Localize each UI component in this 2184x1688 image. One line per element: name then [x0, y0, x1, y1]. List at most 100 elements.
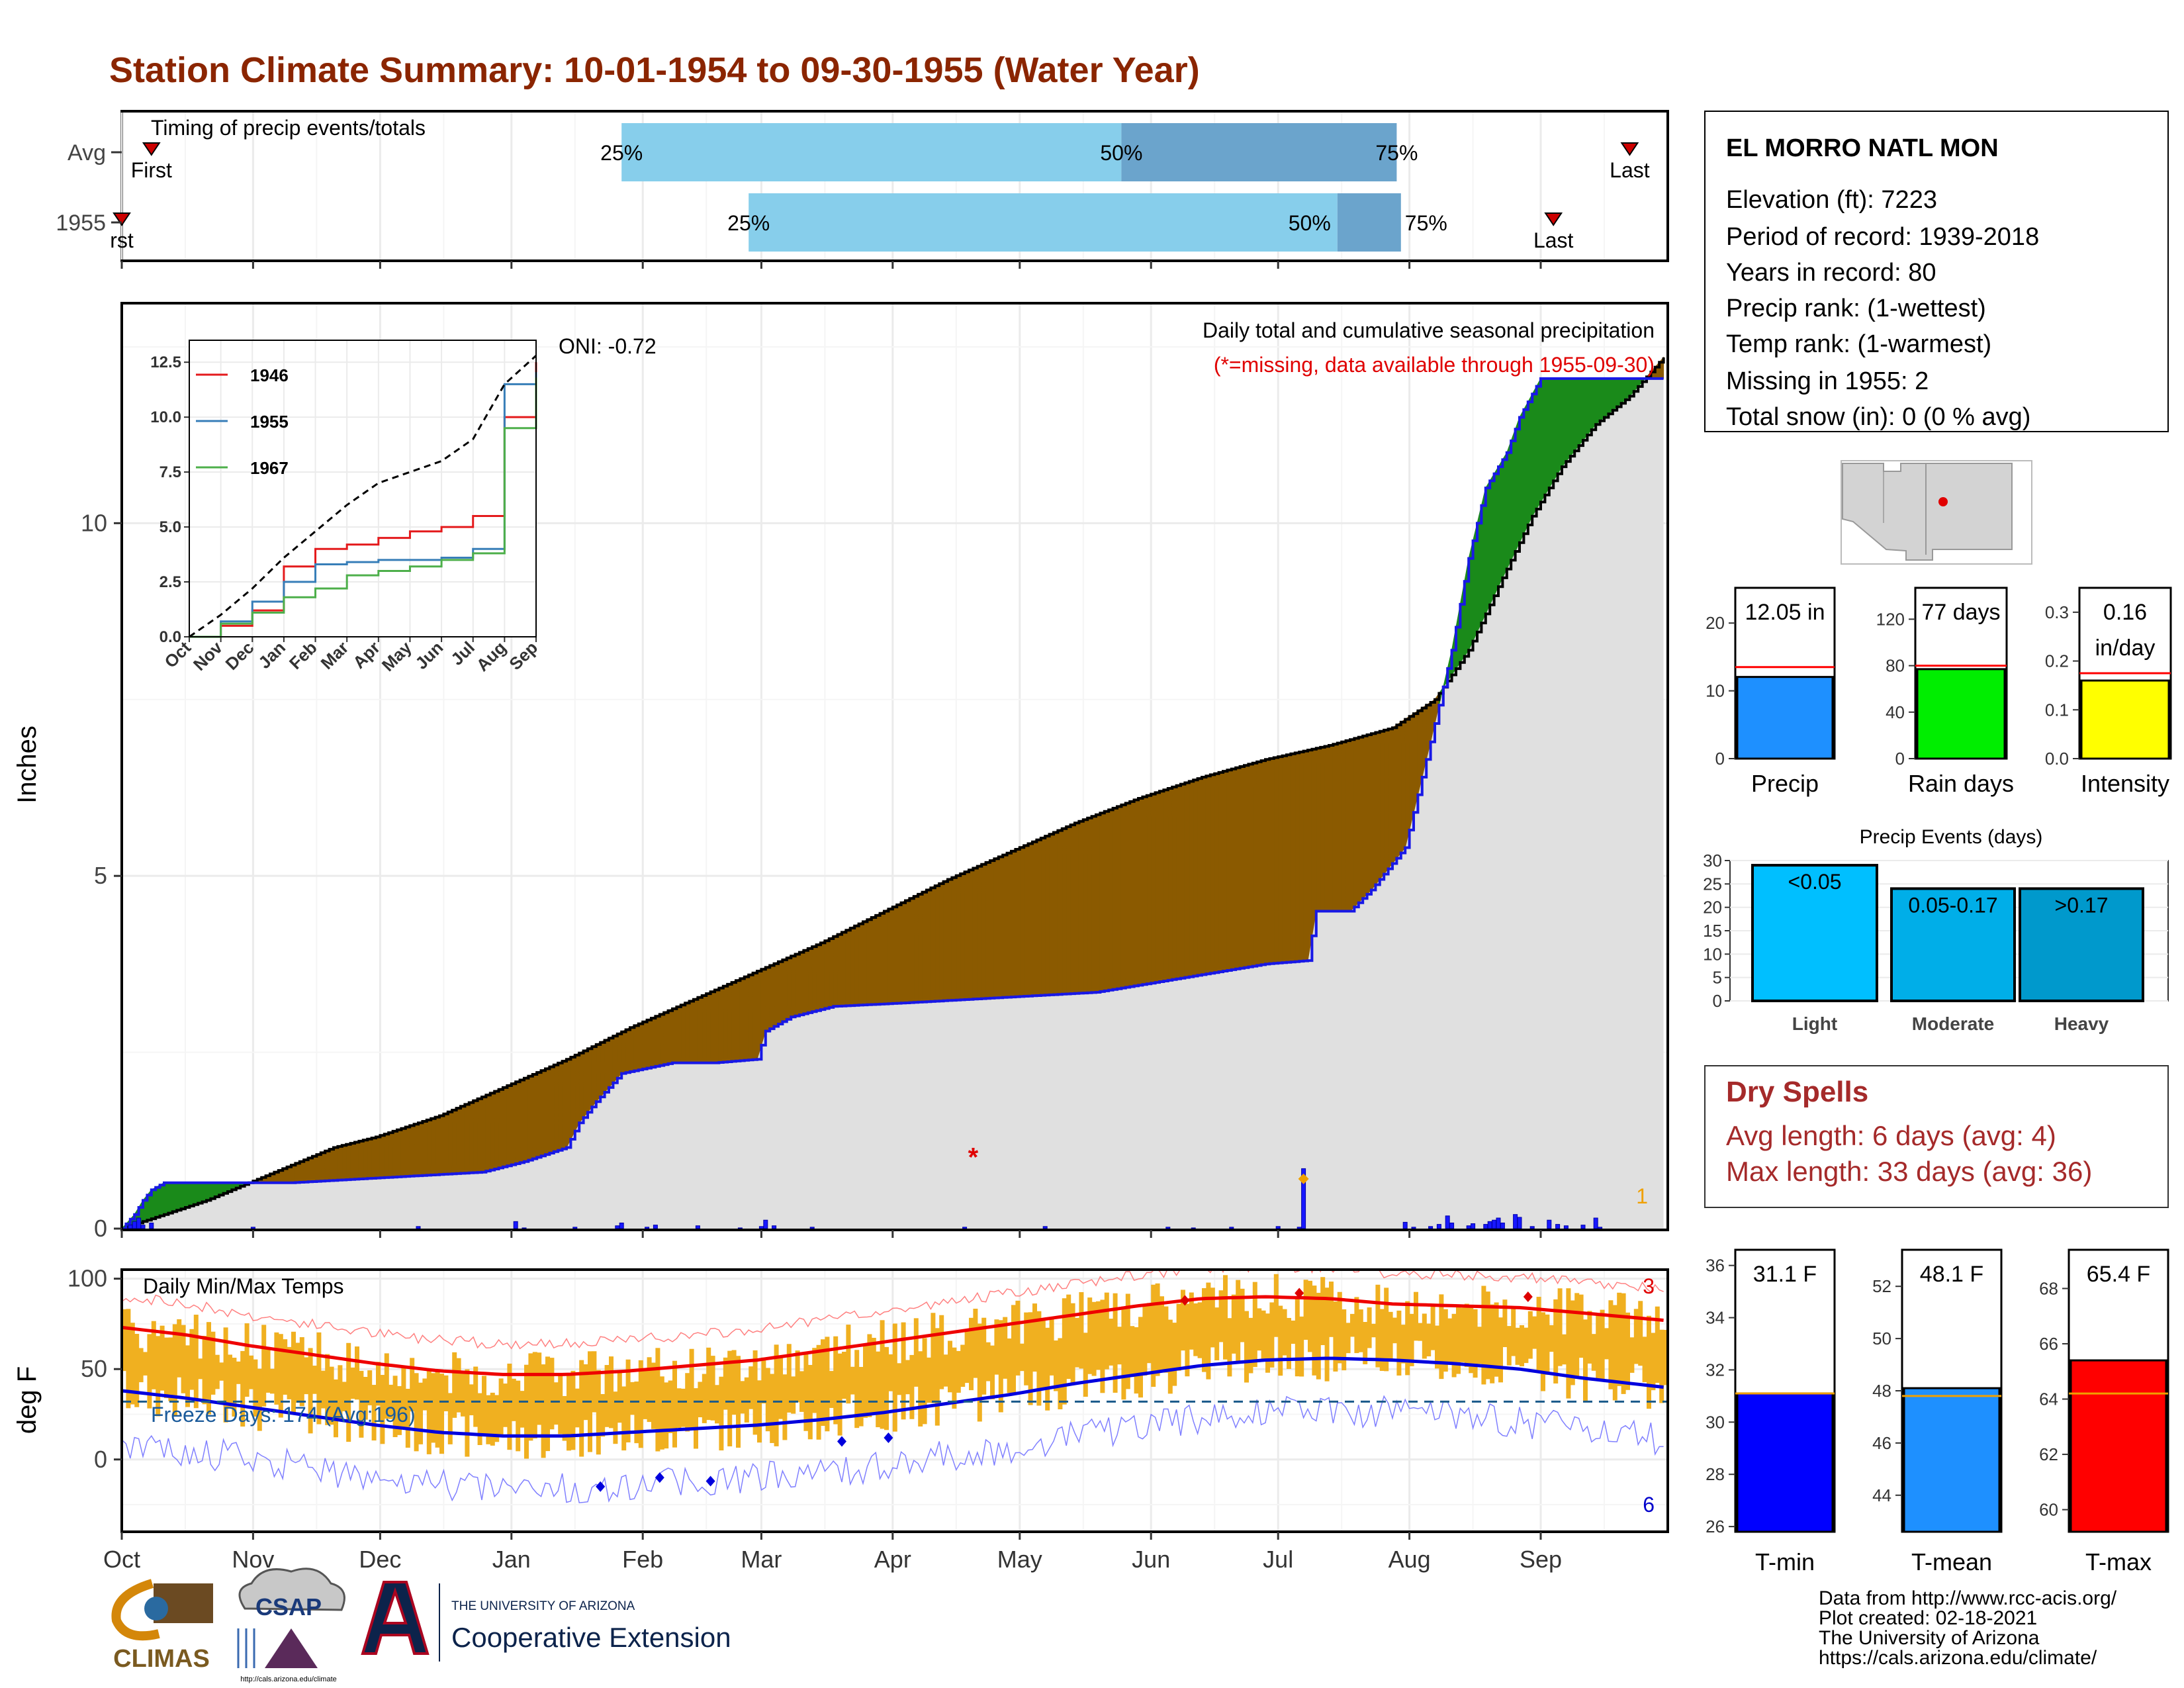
- season-totals-charts: 0 10 20 12.05 in Precip 0 40 80 120 77 days Rain d…: [1706, 586, 2172, 797]
- month-tick-label: Nov: [232, 1546, 274, 1573]
- daily-temp-range-bar: [706, 1347, 711, 1421]
- daily-temp-range-bar: [943, 1354, 948, 1387]
- timing-last-label: Last: [1610, 158, 1650, 182]
- daily-temp-range-bar: [164, 1337, 169, 1399]
- mini-chart-y-tick-label: 0: [1895, 749, 1905, 769]
- month-tick-label: Feb: [622, 1546, 663, 1573]
- daily-temp-range-bar: [956, 1350, 961, 1393]
- daily-temp-range-bar: [1439, 1294, 1444, 1380]
- daily-precip-bar: [513, 1221, 518, 1229]
- temp-y-axis: 0 50 100: [68, 1265, 122, 1473]
- daily-temp-range-bar: [537, 1352, 542, 1425]
- record-low-marker: [884, 1432, 893, 1443]
- daily-temp-range-bar: [757, 1380, 762, 1443]
- daily-temp-range-bar: [198, 1358, 203, 1380]
- daily-temp-range-bar: [858, 1366, 864, 1427]
- daily-temp-range-bar: [1430, 1305, 1435, 1350]
- daily-temp-range-bar: [1320, 1277, 1326, 1346]
- daily-temp-range-bar: [126, 1309, 131, 1409]
- mini-chart-y-tick-label: 34: [1706, 1308, 1725, 1328]
- mini-chart-y-tick-label: 30: [1706, 1412, 1725, 1432]
- mini-chart-bar: [1736, 1392, 1834, 1533]
- daily-temp-range-bar: [567, 1376, 571, 1451]
- daily-precip-bar: [1517, 1217, 1522, 1229]
- month-tick-label: Jun: [1132, 1546, 1170, 1573]
- daily-precip-bar: [1555, 1224, 1561, 1229]
- timing-bar-q1: [749, 193, 1338, 252]
- timing-last-marker: [1620, 142, 1639, 156]
- csap-url: http://cals.arizona.edu/climate: [240, 1675, 337, 1683]
- daily-precip-bar: [140, 1225, 146, 1229]
- daily-temp-range-bar: [884, 1346, 889, 1430]
- daily-temp-range-bar: [574, 1388, 580, 1428]
- daily-temp-range-bar: [1265, 1313, 1270, 1373]
- mini-chart-y-tick-label: 0.0: [2045, 749, 2069, 769]
- daily-temp-range-bar: [846, 1325, 851, 1404]
- inset-y-tick-label: 12.5: [150, 353, 181, 371]
- daily-temp-range-bar: [1248, 1317, 1253, 1374]
- daily-temp-range-bar: [1418, 1323, 1423, 1341]
- mini-chart-y-tick-label: 80: [1886, 656, 1905, 676]
- daily-temp-range-bar: [634, 1382, 639, 1444]
- inset-frame: [189, 340, 537, 637]
- daily-temp-range-bar: [1524, 1327, 1529, 1364]
- daily-precip-bar: [1492, 1219, 1497, 1229]
- daily-temp-range-bar: [1087, 1297, 1093, 1374]
- temp-y-tick-label: 0: [94, 1446, 107, 1473]
- daily-temp-range-bar: [1485, 1291, 1490, 1380]
- avg-min-temp-line: [122, 1356, 1664, 1438]
- daily-temp-range-bar: [147, 1334, 152, 1409]
- daily-temp-range-bar: [1621, 1293, 1626, 1394]
- daily-temp-range-bar: [778, 1355, 783, 1419]
- locator-map: [1841, 460, 2032, 565]
- year-cumulative-line: [122, 377, 1664, 1230]
- daily-temp-range-bar: [244, 1323, 250, 1397]
- mini-chart-y-tick-label: 48: [1872, 1381, 1891, 1401]
- daily-temp-range-bar: [1354, 1297, 1359, 1354]
- mini-chart-y-tick-label: 66: [2039, 1334, 2058, 1354]
- daily-temp-range-bar: [130, 1323, 135, 1405]
- daily-precip-bar: [1466, 1225, 1471, 1229]
- daily-temp-range-bar: [761, 1357, 766, 1404]
- daily-temp-range-bar: [151, 1321, 156, 1389]
- mini-chart-y-tick-label: 36: [1706, 1256, 1725, 1276]
- daily-precip-bar: [1563, 1225, 1569, 1229]
- climas-globe: [144, 1597, 168, 1620]
- daily-temp-range-bar: [206, 1322, 211, 1415]
- mini-chart-value-label: 77 days: [1921, 600, 2000, 625]
- daily-temp-range-bar: [1477, 1327, 1482, 1364]
- daily-temp-range-bar: [829, 1371, 834, 1408]
- dry-spells-max: Max length: 33 days (avg: 36): [1726, 1156, 2092, 1187]
- daily-temp-range-bar: [1287, 1317, 1291, 1370]
- daily-temp-range-bar: [803, 1352, 809, 1431]
- daily-temp-range-bar: [1469, 1307, 1474, 1374]
- daily-temp-range-bar: [1655, 1306, 1660, 1383]
- inset-series-line: [189, 377, 537, 638]
- daily-temp-range-bar: [503, 1383, 508, 1427]
- daily-precip-bar: [695, 1225, 700, 1229]
- timing-p75-label: 75%: [1405, 211, 1447, 235]
- daily-temp-range-bar: [426, 1370, 432, 1454]
- events-y-tick-label: 5: [1713, 968, 1722, 988]
- avg-cumulative-line: [122, 357, 1665, 1230]
- csap-logo: CSAP http://cals.arizona.edu/climate: [237, 1568, 345, 1683]
- daily-precip-bar: [645, 1227, 650, 1229]
- daily-temp-range-bar: [1130, 1326, 1135, 1378]
- daily-temp-range-bar: [189, 1329, 195, 1390]
- mini-chart-bar: [1903, 1387, 2001, 1533]
- daily-temp-range-bar: [265, 1348, 271, 1393]
- university-of-arizona-logo: THE UNIVERSITY OF ARIZONA Cooperative Ex…: [361, 1581, 731, 1662]
- daily-temp-range-bar: [456, 1358, 461, 1413]
- station-period: Period of record: 1939-2018: [1726, 223, 2039, 251]
- daily-precip-bar: [522, 1227, 527, 1229]
- climas-swirl: [111, 1579, 160, 1641]
- daily-precip-bar: [763, 1219, 768, 1229]
- daily-temp-range-bar: [842, 1352, 846, 1399]
- station-name: EL MORRO NATL MON: [1726, 134, 1999, 162]
- daily-temp-range-bar: [609, 1356, 614, 1429]
- timing-bar-q2: [1121, 123, 1397, 181]
- daily-temp-range-bar: [973, 1309, 978, 1378]
- events-title: Precip Events (days): [1860, 826, 2043, 848]
- events-category-label: Moderate: [1912, 1013, 1994, 1034]
